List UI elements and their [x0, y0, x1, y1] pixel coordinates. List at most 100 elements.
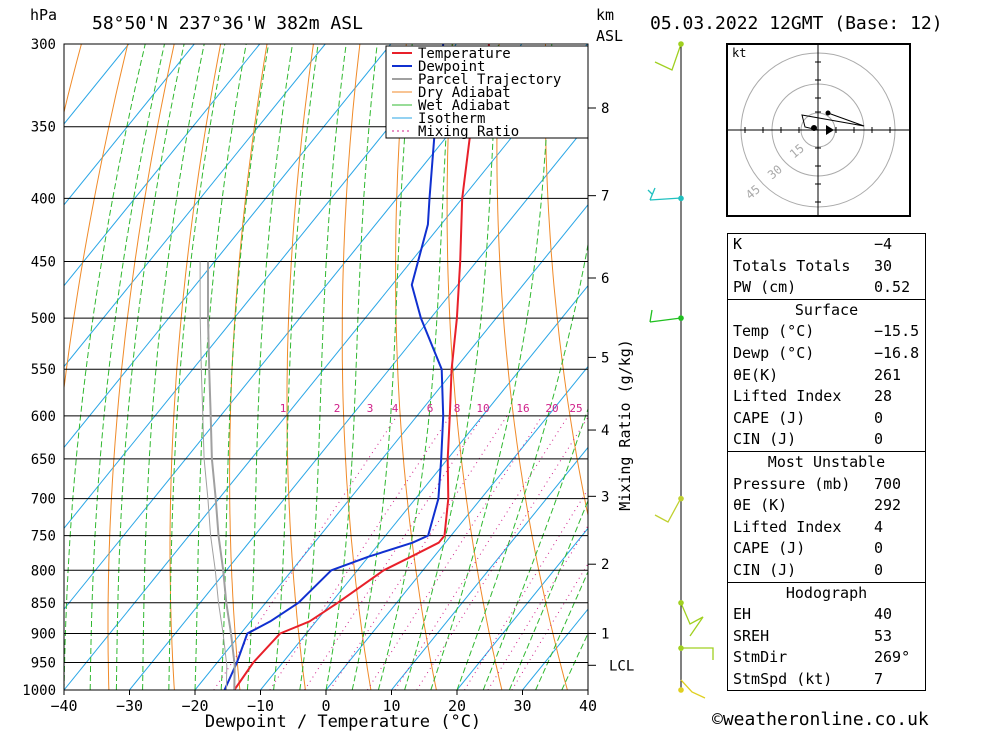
- mixing-ratio-label: 20: [545, 402, 558, 415]
- surface-cin-value: 0: [874, 430, 884, 449]
- parcel-trajectory-profile-secondary: [199, 261, 228, 690]
- pressure-label: 550: [31, 362, 56, 378]
- mixing-ratio-label: 3: [367, 402, 374, 415]
- parcel-trajectory-profile: [207, 261, 236, 690]
- isotherm-line: [194, 204, 588, 690]
- k-index-label: K: [733, 235, 743, 253]
- wind-barb: [647, 187, 682, 201]
- wet-adiabat-line: [482, 407, 588, 690]
- x-tick-label: 0: [321, 697, 330, 715]
- isotherm-line: [64, 44, 457, 530]
- hodograph-unit: kt: [732, 46, 746, 60]
- km-tick-label: 5: [601, 350, 609, 366]
- x-tick-label: −40: [50, 697, 77, 715]
- totals-totals-value: 30: [874, 256, 893, 275]
- surface-theta-label: θE(K): [733, 365, 779, 384]
- legend-mixing-ratio: Mixing Ratio: [418, 124, 519, 140]
- dewpoint-profile: [223, 44, 445, 690]
- km-tick-label: 3: [601, 489, 609, 505]
- dry-adiabat-line: [229, 44, 268, 690]
- surface-li-label: Lifted Index: [733, 387, 842, 406]
- wet-adiabat-line: [508, 499, 588, 690]
- x-tick-label: 10: [382, 697, 400, 715]
- pressure-label: 300: [31, 37, 56, 53]
- km-tick-label: LCL: [609, 658, 634, 674]
- isotherm-line: [64, 44, 326, 368]
- x-tick-label: −10: [247, 697, 274, 715]
- wet-adiabat-line: [351, 44, 413, 690]
- pressure-label: 350: [31, 120, 56, 136]
- surface-cape-label: CAPE (J): [733, 408, 806, 427]
- legend-dry-adiabat: Dry Adiabat: [418, 85, 511, 101]
- axes: 3003504004505005506006507007508008509009…: [22, 37, 634, 732]
- surface-li-value: 28: [874, 387, 893, 406]
- wet-adiabat-line: [220, 44, 270, 690]
- isotherm-line: [64, 44, 523, 610]
- legend-wet-adiabat: Wet Adiabat: [418, 98, 511, 114]
- pressure-label: 400: [31, 191, 56, 207]
- wind-barb-dot: [678, 495, 684, 502]
- mixing-ratio-label: 4: [392, 402, 399, 415]
- mu-cin-value: 0: [874, 560, 884, 579]
- km-tick-label: 1: [601, 626, 609, 642]
- unit-hpa: hPa: [30, 6, 58, 24]
- pressure-label: 600: [31, 409, 56, 425]
- surface-cape-value: 0: [874, 408, 884, 427]
- mu-pressure-value: 700: [874, 474, 902, 493]
- dry-adiabat-line: [917, 44, 1000, 690]
- surface-dewp-value: −16.8: [874, 343, 920, 362]
- km-tick-label: 4: [601, 423, 609, 439]
- isotherm-line: [391, 446, 588, 690]
- k-index-value: −4: [874, 235, 893, 253]
- wind-barb: [680, 679, 706, 699]
- x-tick-label: 20: [448, 697, 466, 715]
- pw-label: PW (cm): [733, 278, 797, 297]
- dry-adiabat-line: [496, 44, 568, 690]
- surface-cin-label: CIN (J): [733, 430, 797, 449]
- temperature-profile: [233, 44, 490, 690]
- wind-barb-dot: [678, 195, 684, 202]
- surface-temp-value: −15.5: [874, 322, 920, 341]
- mixing-ratio-line: [394, 415, 569, 690]
- wet-adiabat-line: [89, 44, 165, 690]
- stmspd-label: StmSpd (kt): [733, 669, 833, 688]
- isotherm-line: [64, 44, 392, 449]
- dry-adiabat-line: [169, 44, 222, 690]
- surface-temp-label: Temp (°C): [733, 322, 815, 341]
- mixing-ratio-label: 2: [334, 402, 341, 415]
- hodograph-section: Hodograph EH 40 SREH 53 StmDir 269° StmSpd …: [728, 581, 925, 691]
- most-unstable-title: Most Unstable: [767, 452, 886, 471]
- dry-adiabat-line: [107, 44, 175, 690]
- hodograph: kt 15 30 45: [726, 43, 911, 217]
- pressure-label: 800: [31, 563, 56, 579]
- wind-barb-dot: [678, 599, 684, 606]
- isotherm-line: [64, 44, 588, 690]
- wet-adiabat-line: [194, 44, 247, 690]
- sreh-label: SREH: [733, 626, 770, 645]
- surface-dewp-label: Dewp (°C): [733, 343, 815, 362]
- dry-adiabat-line: [592, 44, 698, 690]
- indices-table: K −4 Totals Totals 30 PW (cm) 0.52 Surface …: [727, 233, 926, 692]
- legend-isotherm: Isotherm: [418, 111, 485, 127]
- mixing-ratio-label: 25: [569, 402, 582, 415]
- mu-cin-label: CIN (J): [733, 560, 797, 579]
- mu-theta-label: θE (K): [733, 496, 788, 515]
- isotherm-line: [64, 44, 195, 206]
- wet-adiabat-line: [64, 44, 146, 690]
- mu-li-value: 4: [874, 517, 884, 536]
- legend-dewpoint: Dewpoint: [418, 59, 485, 75]
- pressure-label: 900: [31, 626, 56, 642]
- wind-barb: [681, 647, 714, 660]
- date-title: 05.03.2022 12GMT (Base: 12): [650, 13, 943, 34]
- legend-temperature: Temperature: [418, 46, 511, 62]
- dry-adiabat-line: [963, 44, 1000, 690]
- x-axis-label: Dewpoint / Temperature (°C): [205, 712, 481, 732]
- wet-adiabat-line: [299, 44, 347, 690]
- wind-profile: [647, 41, 714, 699]
- hodograph-ticks: [744, 61, 891, 203]
- dry-adiabat-line: [64, 44, 129, 392]
- hodograph-storm-motion: [826, 125, 834, 135]
- pressure-label: 950: [31, 655, 56, 671]
- wet-adiabat-line: [246, 44, 293, 690]
